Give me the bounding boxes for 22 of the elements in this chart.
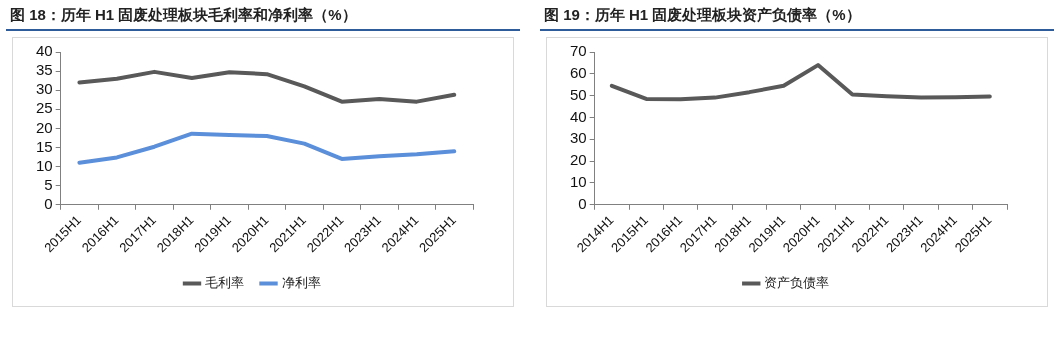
legend-label: 毛利率 (205, 275, 244, 291)
y-tick-label: 50 (570, 85, 587, 103)
chart-title: 图 19：历年 H1 固废处理板块资产负债率（%） (540, 4, 1054, 31)
y-tick-label: 25 (36, 99, 53, 117)
y-tick-label: 0 (44, 194, 53, 212)
y-tick-label: 40 (570, 107, 587, 125)
y-tick-label: 30 (36, 80, 53, 98)
y-tick-label: 10 (36, 156, 53, 174)
y-tick-label: 40 (36, 42, 53, 60)
legend-label: 资产负债率 (764, 275, 830, 291)
y-tick-label: 60 (570, 63, 587, 81)
legend-label: 净利率 (281, 275, 321, 291)
chart-title: 图 18：历年 H1 固废处理板块毛利率和净利率（%） (6, 4, 520, 31)
y-tick-label: 30 (570, 129, 587, 147)
y-tick-label: 20 (36, 118, 53, 136)
y-tick-label: 0 (578, 194, 587, 212)
y-tick-label: 5 (44, 175, 53, 193)
y-tick-label: 35 (36, 61, 53, 79)
y-tick-label: 20 (570, 151, 587, 169)
y-tick-label: 15 (36, 137, 53, 155)
y-tick-label: 10 (570, 173, 587, 191)
y-tick-label: 70 (570, 42, 587, 60)
